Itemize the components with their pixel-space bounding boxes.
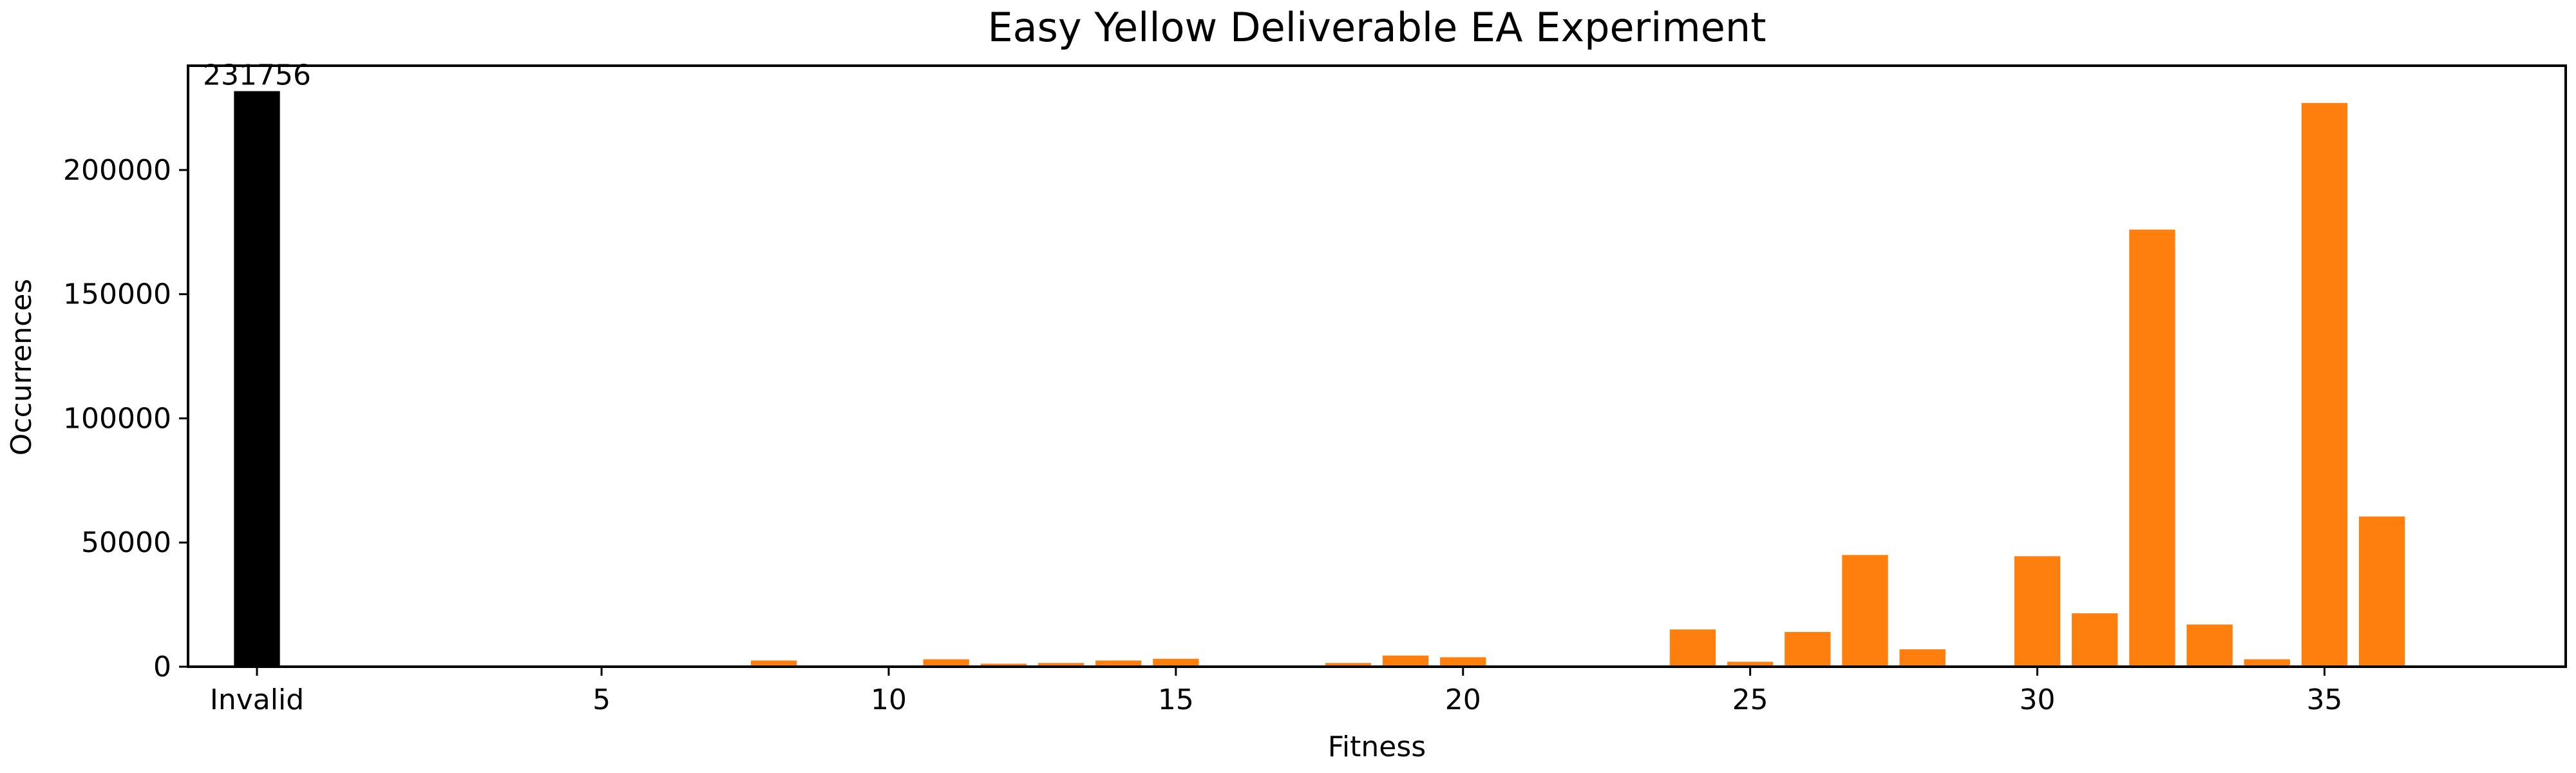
bar-fitness-24 (1669, 629, 1716, 667)
y-tick-label: 50000 (81, 526, 171, 559)
y-tick-label: 150000 (63, 278, 171, 311)
y-tick-label: 0 (153, 651, 171, 683)
x-tick-label: 5 (592, 683, 611, 716)
x-tick-label: 15 (1158, 683, 1194, 716)
bar-fitness-20 (1440, 657, 1486, 667)
x-tick-label: 30 (2020, 683, 2056, 716)
bar-fitness-19 (1382, 655, 1429, 667)
x-tick-label: 10 (871, 683, 907, 716)
bar-fitness-36 (2358, 516, 2405, 667)
y-axis-label: Occurrences (5, 279, 38, 455)
bar-fitness-11 (923, 659, 969, 667)
bar-fitness-8 (750, 660, 797, 667)
x-tick-label: 25 (1732, 683, 1768, 716)
bar-fitness-35 (2301, 102, 2348, 667)
bar-fitness-34 (2244, 659, 2290, 667)
bar-fitness-32 (2129, 229, 2175, 667)
bar-fitness-26 (1785, 632, 1831, 667)
bar-fitness-30 (2014, 556, 2061, 667)
x-tick-label: Invalid (210, 683, 304, 716)
chart-title: Easy Yellow Deliverable EA Experiment (987, 4, 1766, 51)
x-tick-label: 35 (2306, 683, 2342, 716)
y-tick-label: 100000 (63, 402, 171, 435)
bar-fitness-18 (1325, 663, 1372, 667)
plot-frame (187, 64, 2567, 668)
bar-fitness-28 (1899, 649, 1946, 667)
bar-fitness-25 (1727, 662, 1774, 667)
bar-value-label: 231756 (203, 59, 311, 91)
bar-fitness-33 (2186, 624, 2233, 667)
bar-fitness-31 (2072, 613, 2118, 667)
bar-fitness-12 (980, 663, 1027, 667)
plot-area: 231756 Invalid 5 10 15 20 25 30 35 0 50000 100000 15… (63, 59, 2567, 716)
x-tick-label: 20 (1445, 683, 1481, 716)
bar-fitness-15 (1153, 658, 1199, 667)
y-tick-label: 200000 (63, 154, 171, 187)
bar-fitness-27 (1842, 555, 1888, 667)
x-axis-label: Fitness (1328, 730, 1426, 763)
bar-invalid (234, 91, 280, 667)
bar-fitness-14 (1095, 660, 1142, 667)
bar-fitness-13 (1037, 663, 1084, 667)
